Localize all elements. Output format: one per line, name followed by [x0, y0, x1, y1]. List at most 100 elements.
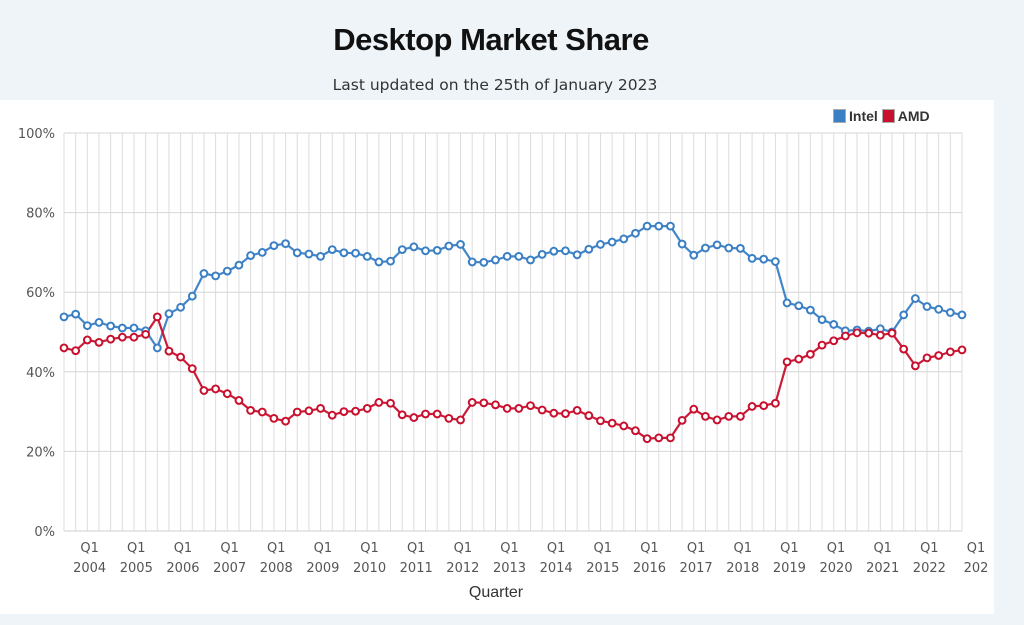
point-amd — [316, 404, 325, 413]
point-amd — [537, 405, 547, 415]
point-intel — [666, 221, 675, 231]
point-amd — [327, 410, 337, 420]
point-intel — [561, 246, 570, 256]
point-intel — [421, 246, 430, 256]
point-intel — [304, 249, 314, 259]
x-tick-year: 2021 — [866, 561, 899, 576]
line-intel — [63, 225, 963, 349]
point-amd — [211, 384, 221, 394]
x-tick-year: 2014 — [540, 561, 573, 576]
point-intel — [199, 269, 209, 278]
point-amd — [759, 401, 769, 411]
point-intel — [701, 243, 710, 253]
point-intel — [432, 246, 442, 255]
x-tick-year: 2010 — [353, 561, 386, 576]
x-tick-year: 2005 — [120, 561, 153, 576]
point-intel — [257, 248, 267, 257]
x-tick-quarter: Q1 — [220, 541, 239, 556]
x-tick-year: 2018 — [726, 561, 759, 576]
point-intel — [246, 251, 255, 260]
point-amd — [409, 413, 419, 422]
legend: Intel AMD — [833, 108, 934, 124]
point-amd — [584, 411, 594, 420]
point-amd — [141, 329, 151, 339]
legend-swatch-intel — [833, 109, 846, 123]
x-tick-quarter: Q1 — [314, 541, 333, 556]
point-amd — [71, 346, 81, 356]
point-amd — [782, 357, 792, 367]
x-tick-quarter: Q1 — [687, 541, 706, 556]
point-amd — [246, 406, 255, 415]
x-tick-year: 2009 — [306, 561, 339, 576]
legend-item-intel[interactable]: Intel — [833, 108, 878, 124]
point-amd — [852, 328, 862, 338]
point-amd — [176, 352, 186, 362]
point-intel — [129, 323, 139, 333]
point-amd — [234, 396, 244, 405]
point-intel — [152, 343, 162, 353]
point-amd — [642, 434, 652, 444]
x-tick-year: 2004 — [73, 561, 106, 576]
point-intel — [736, 244, 745, 253]
point-intel — [292, 248, 302, 258]
legend-label-amd: AMD — [897, 108, 930, 124]
point-amd — [467, 398, 477, 407]
point-intel — [362, 251, 372, 261]
point-intel — [642, 221, 652, 231]
point-intel — [934, 304, 944, 314]
point-amd — [572, 406, 582, 415]
point-amd — [607, 418, 617, 428]
point-intel — [82, 321, 92, 331]
point-intel — [327, 245, 337, 255]
x-tick-year: 2006 — [166, 561, 199, 576]
x-tick-quarter: Q1 — [873, 541, 892, 556]
x-tick-year: 2013 — [493, 561, 526, 576]
point-intel — [351, 248, 360, 258]
point-amd — [281, 416, 290, 426]
point-amd — [829, 336, 839, 346]
point-amd — [805, 349, 815, 359]
point-intel — [106, 321, 116, 331]
point-amd — [257, 407, 267, 417]
series-points — [59, 221, 967, 444]
point-intel — [526, 255, 535, 265]
legend-swatch-amd — [881, 109, 895, 123]
point-amd — [514, 404, 524, 413]
point-amd — [187, 364, 197, 374]
point-intel — [164, 309, 174, 319]
series-lines — [63, 225, 963, 440]
point-intel — [945, 308, 955, 317]
x-tick-quarter: Q1 — [454, 541, 473, 556]
point-amd — [269, 413, 279, 423]
x-tick-quarter: Q1 — [127, 541, 146, 556]
y-tick-label: 0% — [34, 525, 55, 540]
x-tick-quarter: Q1 — [360, 541, 379, 556]
point-amd — [491, 400, 500, 410]
point-intel — [957, 310, 967, 320]
point-amd — [747, 402, 757, 411]
point-intel — [619, 234, 629, 244]
x-tick-quarter: Q1 — [967, 541, 986, 556]
legend-item-amd[interactable]: AMD — [881, 108, 930, 124]
point-amd — [432, 409, 442, 419]
point-intel — [444, 241, 454, 251]
point-amd — [689, 404, 699, 414]
point-amd — [94, 337, 104, 347]
point-amd — [794, 354, 804, 364]
point-intel — [502, 251, 512, 261]
point-amd — [957, 345, 967, 355]
point-intel — [234, 260, 244, 270]
point-amd — [899, 344, 909, 354]
y-tick-label: 60% — [26, 286, 55, 301]
point-intel — [467, 257, 477, 267]
x-tick-quarter: Q1 — [500, 541, 519, 556]
x-tick-year: 2008 — [260, 561, 293, 576]
point-intel — [409, 242, 419, 252]
x-tick-quarter: Q1 — [80, 541, 99, 556]
point-amd — [887, 328, 897, 338]
x-tick-quarter: Q1 — [594, 541, 613, 556]
point-intel — [782, 298, 792, 308]
point-amd — [339, 407, 349, 417]
y-tick-label: 100% — [18, 127, 55, 142]
x-tick-quarter: Q1 — [407, 541, 426, 556]
